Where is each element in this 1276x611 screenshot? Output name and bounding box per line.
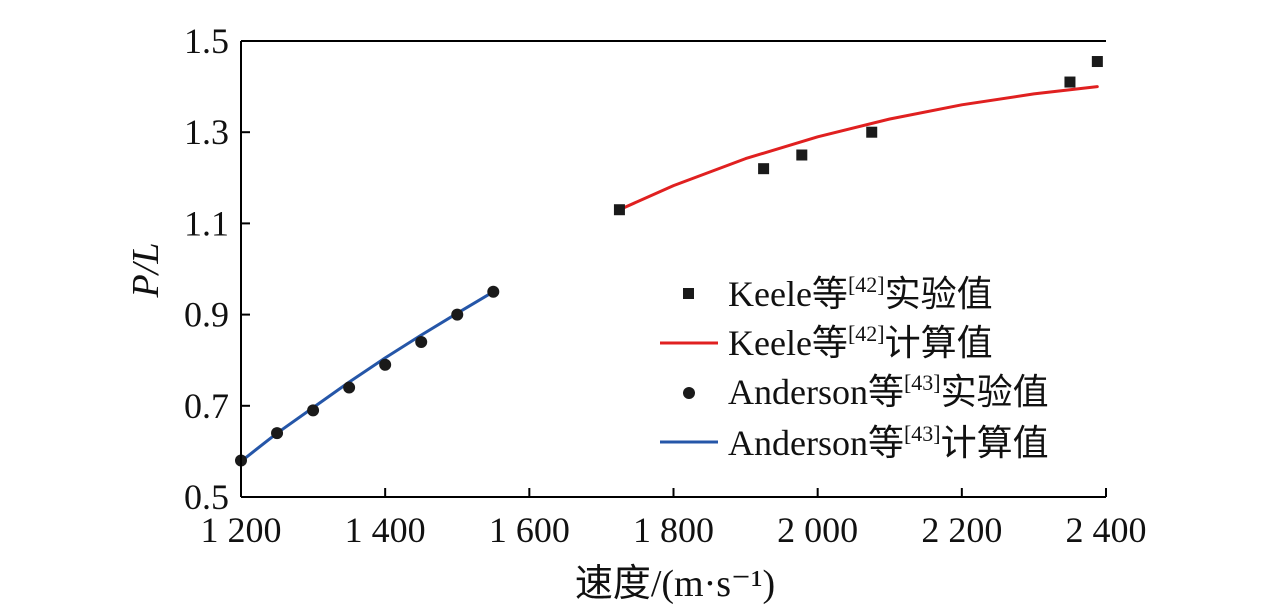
series-line: [617, 85, 1099, 212]
legend-label: Anderson等[43]计算值: [728, 421, 1049, 463]
legend-label: Keele等[42]计算值: [728, 321, 993, 363]
y-tick-label: 0.9: [184, 295, 229, 335]
legend-label: Keele等[42]实验值: [728, 272, 993, 314]
legend: Keele等[42]实验值 Keele等[42]计算值 Anderson等[43…: [660, 272, 1049, 463]
axes: 1 200 1 400 1 600 1 800 2 000 2 200 2 400 0.5 0.…: [184, 21, 1147, 550]
data-point-circle: [271, 427, 284, 440]
x-tick-label: 1 800: [633, 510, 714, 550]
data-point-square: [1064, 76, 1076, 88]
data-point-circle: [415, 335, 428, 348]
data-point-circle: [307, 404, 320, 417]
data-point-circle: [451, 308, 464, 321]
data-point-square: [796, 149, 808, 161]
x-tick-label: 2 400: [1066, 510, 1147, 550]
x-tick-label: 1 400: [345, 510, 426, 550]
data-point-circle: [487, 285, 500, 298]
legend-item-anderson-calc: Anderson等[43]计算值: [660, 421, 1049, 463]
y-tick-label: 0.7: [184, 386, 229, 426]
y-tick-label: 1.1: [184, 203, 229, 243]
x-tick-label: 1 200: [201, 510, 282, 550]
data-point-square: [613, 204, 625, 216]
legend-label: Anderson等[43]实验值: [728, 370, 1049, 412]
data-point-square: [1091, 56, 1103, 68]
data-point-square: [866, 126, 878, 138]
legend-item-keele-calc: Keele等[42]计算值: [660, 321, 993, 363]
x-tick-label: 1 600: [489, 510, 570, 550]
legend-item-anderson-exp: Anderson等[43]实验值: [683, 370, 1049, 412]
data-point-circle: [379, 358, 392, 371]
legend-marker-square: [683, 288, 694, 299]
y-tick-label: 0.5: [184, 477, 229, 517]
data-point-square: [758, 163, 770, 175]
x-tick-label: 2 200: [921, 510, 1002, 550]
series-line: [239, 290, 495, 463]
y-tick-label: 1.3: [184, 112, 229, 152]
x-axis-title: 速度/(m·s⁻¹): [575, 563, 775, 605]
x-tick-label: 2 000: [777, 510, 858, 550]
data-point-circle: [343, 381, 356, 394]
y-tick-label: 1.5: [184, 21, 229, 61]
plot-area: [235, 56, 1103, 467]
legend-item-keele-exp: Keele等[42]实验值: [683, 272, 993, 314]
y-axis-title: P/L: [125, 243, 167, 299]
legend-marker-circle: [683, 387, 695, 399]
